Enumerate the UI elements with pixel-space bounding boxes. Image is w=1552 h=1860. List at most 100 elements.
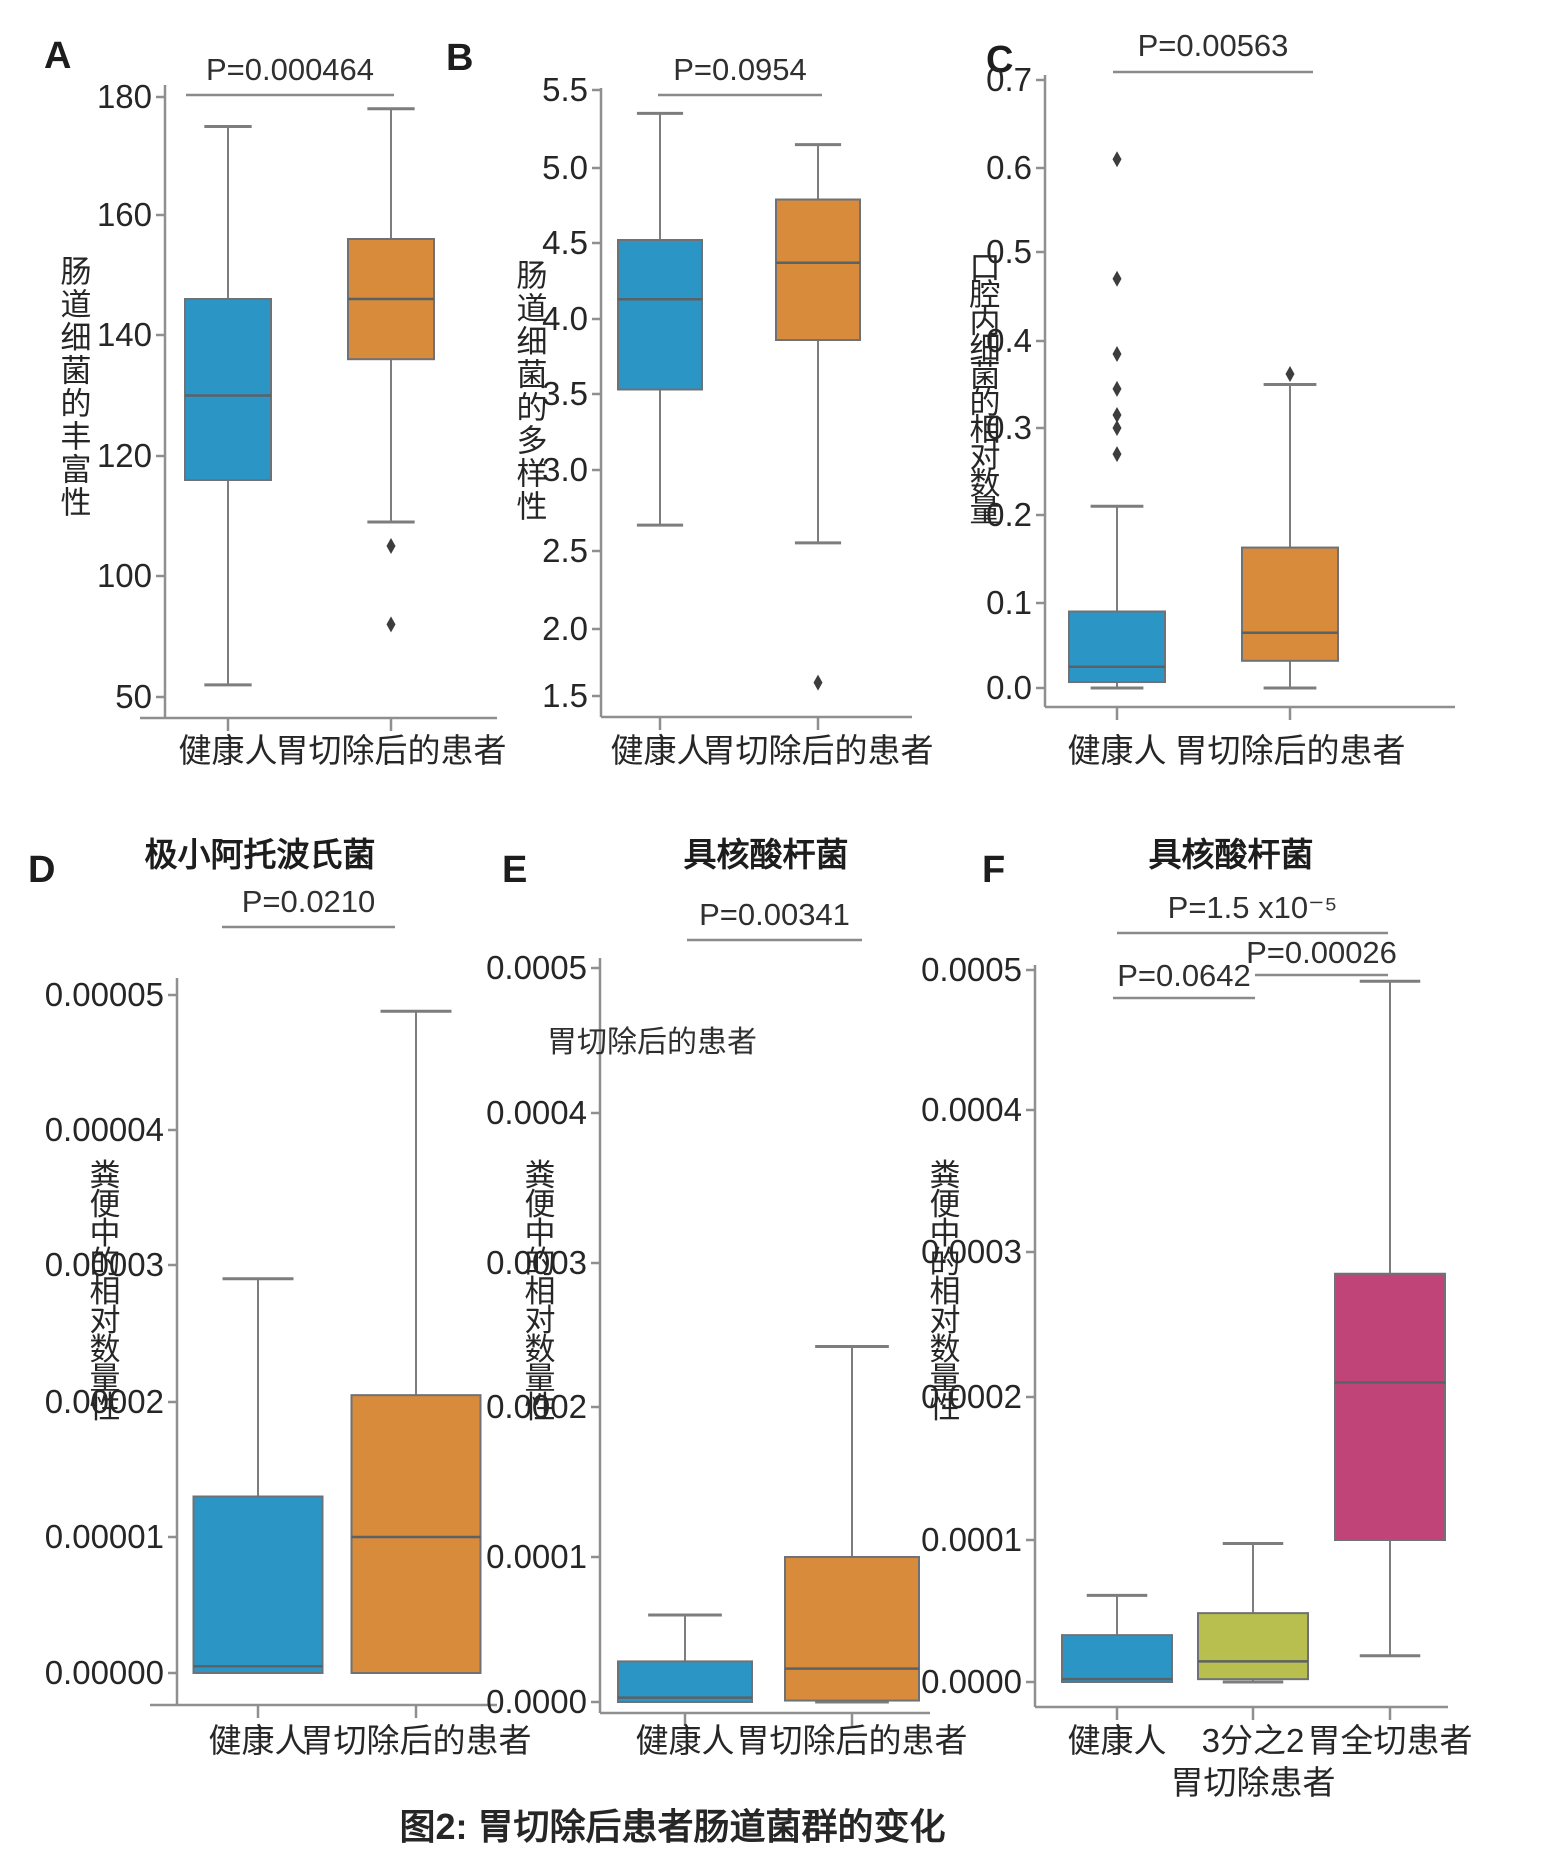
panel-B-box-1: [617, 239, 703, 391]
panel-D-y-axis-label-char: 量: [90, 1361, 121, 1396]
panel-F-ytick-label: 0.0003: [921, 1233, 1022, 1270]
panel-F-y-axis-label-char: 量: [930, 1361, 961, 1396]
panel-E-y-axis-label-char: 的: [525, 1245, 556, 1280]
panel-F-y-axis-label-char: 粪: [930, 1158, 961, 1193]
panel-B-y-axis-label-char: 性: [517, 490, 548, 525]
panel-B-ytick-label: 2.0: [542, 610, 588, 647]
panel-D-pvalue-label: P=0.0210: [242, 884, 376, 919]
panel-D-y-axis-label-char: 粪: [90, 1158, 121, 1193]
panel-B-ytick-label: 1.5: [542, 677, 588, 714]
panel-F-pvalue-label: P=0.00026: [1246, 935, 1397, 970]
panel-A-y-axis-label-char: 富: [61, 453, 92, 488]
panel-A-ytick-label: 180: [97, 78, 152, 115]
panel-C-outlier: [1112, 151, 1122, 168]
panel-B-ytick-label: 3.5: [542, 375, 588, 412]
panel-D-ytick-label: 0.00003: [45, 1246, 164, 1283]
panel-A-ytick-label: 50: [115, 678, 152, 715]
panel-D-ytick-label: 0.00000: [45, 1654, 164, 1691]
panel-E-ytick-label: 0.0002: [486, 1388, 587, 1425]
panel-D-ytick-label: 0.00002: [45, 1383, 164, 1420]
panel-B-ytick-label: 2.5: [542, 532, 588, 569]
panel-A-ytick-label: 100: [97, 557, 152, 594]
panel-E-ytick-label: 0.0005: [486, 949, 587, 986]
panel-E-ytick-label: 0.0000: [486, 1683, 587, 1720]
panel-C-outlier: [1112, 420, 1122, 436]
panel-C-ytick-label: 0.7: [986, 61, 1032, 98]
panel-C-ytick-label: 0.4: [986, 322, 1032, 359]
panel-C-ytick-label: 0.5: [986, 233, 1032, 270]
panel-E-y-axis-label-char: 中: [525, 1216, 556, 1251]
panel-D-y-axis-label-char: 便: [90, 1187, 121, 1222]
panel-B-xlabel: 胃切除后的患者: [703, 732, 934, 769]
panel-A-box-1: [184, 298, 272, 481]
panel-A-y-axis-label-char: 肠: [61, 255, 92, 290]
panel-E-stray-label: 胃切除后的患者: [547, 1026, 757, 1059]
panel-B-y-axis-label-char: 的: [517, 391, 548, 426]
panel-B-ytick-label: 4.0: [542, 300, 588, 337]
panel-F-xlabel: 3分之2: [1202, 1722, 1305, 1759]
panel-D-ytick-label: 0.00001: [45, 1518, 164, 1555]
panel-F-pvalue-label: P=0.0642: [1117, 958, 1251, 993]
panel-B-ytick-label: 5.5: [542, 71, 588, 108]
panel-D-box-1: [192, 1495, 324, 1674]
panel-D-ytick-label: 0.00004: [45, 1111, 164, 1148]
panel-D-ytick-label: 0.00005: [45, 976, 164, 1013]
panel-B-y-axis-label-char: 道: [517, 292, 548, 327]
panel-E-ytick-label: 0.0001: [486, 1538, 587, 1575]
panel-C-outlier: [1112, 380, 1122, 397]
panel-A-y-axis-label-char: 细: [61, 321, 92, 356]
panel-A-outlier: [386, 616, 396, 633]
panel-E-xlabel: 胃切除后的患者: [737, 1722, 968, 1759]
panel-B-ytick-label: 5.0: [542, 149, 588, 186]
panel-A-ytick-label: 160: [97, 196, 152, 233]
panel-B-xlabel: 健康人: [611, 732, 710, 769]
panel-A-ytick-label: 140: [97, 316, 152, 353]
panel-E-xlabel: 健康人: [636, 1722, 735, 1759]
panel-B-ytick-label: 3.0: [542, 451, 588, 488]
panel-D-y-axis-label-char: 对: [90, 1303, 121, 1338]
panel-C-outlier: [1112, 270, 1122, 287]
panel-C-y-axis-label-char: 数: [970, 467, 1001, 502]
panel-D-y-axis-label-char: 性: [90, 1390, 121, 1425]
panel-C-y-axis-label-char: 相: [970, 413, 1001, 448]
panel-D-y-axis-label-char: 的: [90, 1245, 121, 1280]
panel-E-ytick-label: 0.0004: [486, 1094, 587, 1131]
panel-A-xlabel: 健康人: [179, 732, 278, 769]
panel-A-outlier: [386, 538, 396, 554]
panel-A-xlabel: 胃切除后的患者: [276, 732, 507, 769]
panel-A-y-axis-label-char: 性: [61, 486, 92, 521]
panel-B-y-axis-label-char: 肠: [517, 259, 548, 294]
panel-C-xlabel: 胃切除后的患者: [1175, 732, 1406, 769]
panel-F-y-axis-label-char: 数: [930, 1332, 961, 1367]
panel-C-xlabel: 健康人: [1068, 732, 1167, 769]
panel-C-box-1: [1068, 610, 1166, 684]
panel-D-y-axis-label-char: 数: [90, 1332, 121, 1367]
panel-F-ytick-label: 0.0004: [921, 1091, 1022, 1128]
panel-C-y-axis-label-char: 的: [970, 386, 1001, 421]
panel-F-y-axis-label-char: 对: [930, 1303, 961, 1338]
panel-C-outlier: [1112, 346, 1122, 363]
panel-C-ytick-label: 0.1: [986, 584, 1032, 621]
panel-E-letter: E: [502, 849, 527, 891]
panel-F-box-3: [1334, 1272, 1446, 1541]
panel-E-ytick-label: 0.0003: [486, 1244, 587, 1281]
panel-F-xlabel: 胃切除患者: [1171, 1764, 1336, 1801]
panel-B-ytick-label: 4.5: [542, 224, 588, 261]
panel-C-outlier: [1112, 406, 1122, 423]
panel-C-y-axis-label-char: 内: [970, 305, 1001, 340]
panel-F-pvalue-label: P=1.5 x10⁻⁵: [1168, 890, 1338, 925]
panel-F-ytick-label: 0.0000: [921, 1663, 1022, 1700]
panel-C-box-2: [1241, 546, 1339, 662]
panel-F-y-axis-label-char: 便: [930, 1187, 961, 1222]
panel-A-pvalue-label: P=0.000464: [206, 52, 374, 87]
panel-C-y-axis-label-char: 腔: [970, 278, 1001, 313]
panel-F-letter: F: [982, 849, 1005, 891]
panel-F-y-axis-label-char: 性: [930, 1390, 961, 1425]
panel-A-ytick-label: 120: [97, 437, 152, 474]
panel-C-y-axis-label-char: 量: [970, 494, 1001, 529]
panel-A-y-axis-label-char: 菌: [61, 354, 92, 389]
panel-D-title: 极小阿托波氏菌: [145, 836, 376, 873]
panel-A-y-axis-label-char: 的: [61, 387, 92, 422]
